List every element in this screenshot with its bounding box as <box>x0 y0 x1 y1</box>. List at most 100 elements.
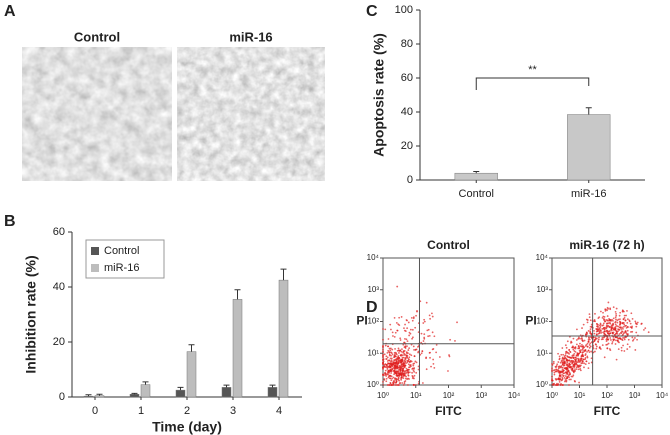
event-dot <box>577 357 580 360</box>
event-dot <box>609 337 612 339</box>
event-dot <box>385 380 388 383</box>
event-dot <box>632 338 635 341</box>
event-dot <box>552 362 555 365</box>
event-dot <box>406 361 409 364</box>
event-dot <box>621 326 623 329</box>
event-dot <box>631 339 634 342</box>
event-dot <box>622 333 624 336</box>
event-dot <box>385 364 388 367</box>
event-dot <box>552 360 555 363</box>
event-dot <box>607 301 610 304</box>
event-dot <box>634 349 637 351</box>
event-dot <box>400 372 403 375</box>
event-dot <box>387 370 390 372</box>
bar <box>94 395 105 398</box>
x-tick-label: 10⁴ <box>656 391 669 400</box>
legend-label: Control <box>104 245 139 257</box>
event-dot <box>619 337 622 340</box>
event-dot <box>402 367 405 370</box>
event-dot <box>612 306 615 309</box>
event-dot <box>401 373 404 376</box>
event-dot <box>631 336 634 339</box>
event-dot <box>382 361 385 364</box>
x-tick-label: 10⁰ <box>377 391 389 400</box>
event-dot <box>597 340 599 343</box>
event-dot <box>399 354 402 357</box>
event-dot <box>615 314 618 317</box>
event-dot <box>449 338 452 341</box>
event-dot <box>394 384 397 386</box>
event-dot <box>397 378 400 381</box>
event-dot <box>588 336 590 339</box>
event-dot <box>579 351 582 353</box>
event-dot <box>576 364 579 367</box>
event-dot <box>578 381 580 384</box>
event-dot <box>429 356 431 359</box>
event-dot <box>584 353 587 355</box>
event-dot <box>568 384 570 386</box>
y-axis-label: PI <box>356 314 367 328</box>
event-dot <box>569 373 571 376</box>
event-dot <box>594 312 596 315</box>
event-dot <box>584 348 587 351</box>
event-dot <box>405 377 407 380</box>
event-dot <box>390 352 393 354</box>
event-dot <box>598 346 601 349</box>
event-dot <box>393 373 395 376</box>
event-dot <box>630 326 633 329</box>
event-dot <box>617 337 620 340</box>
event-dot <box>427 335 430 338</box>
bar <box>83 395 94 398</box>
event-dot <box>402 356 405 359</box>
event-dot <box>393 354 396 357</box>
error-bar <box>473 171 480 174</box>
event-dot <box>603 332 606 335</box>
event-dot <box>404 380 407 382</box>
event-dot <box>570 365 573 368</box>
event-dot <box>608 333 610 335</box>
event-dot <box>589 325 592 328</box>
event-dot <box>394 347 396 350</box>
event-dot <box>623 338 626 341</box>
event-dot <box>575 355 578 357</box>
y-axis-label: PI <box>525 314 536 328</box>
event-dot <box>556 378 558 381</box>
event-dot <box>382 353 384 356</box>
error-bar <box>269 384 276 388</box>
bar <box>186 351 197 398</box>
event-dot <box>579 342 581 345</box>
event-dot <box>396 363 399 366</box>
event-dot <box>605 319 608 321</box>
event-dot <box>384 369 387 372</box>
x-tick-label: 10¹ <box>410 391 422 400</box>
event-dot <box>612 336 615 338</box>
bar <box>267 387 278 398</box>
y-tick-label: 40 <box>53 281 65 293</box>
event-dot <box>404 357 407 359</box>
event-dot <box>590 350 593 353</box>
event-dot <box>602 336 605 339</box>
event-dot <box>398 360 401 363</box>
event-dot <box>568 362 571 365</box>
event-dot <box>625 326 628 329</box>
event-dot <box>582 351 585 354</box>
event-dot <box>398 316 401 319</box>
event-dot <box>556 382 558 385</box>
event-dot <box>605 324 608 327</box>
event-dot <box>425 368 428 371</box>
x-tick-label: 10² <box>601 391 613 400</box>
y-tick-label: 20 <box>53 336 65 348</box>
x-tick-label: miR-16 <box>571 188 606 200</box>
event-dot <box>557 378 560 381</box>
event-dot <box>406 370 409 373</box>
event-dot <box>561 347 564 349</box>
event-dot <box>392 381 394 384</box>
event-dot <box>630 312 633 315</box>
event-dot <box>387 376 390 379</box>
event-dot <box>564 344 567 347</box>
event-dot <box>611 342 613 345</box>
event-dot <box>387 384 390 386</box>
event-dot <box>389 365 392 368</box>
event-dot <box>571 369 574 372</box>
event-dot <box>577 353 580 356</box>
